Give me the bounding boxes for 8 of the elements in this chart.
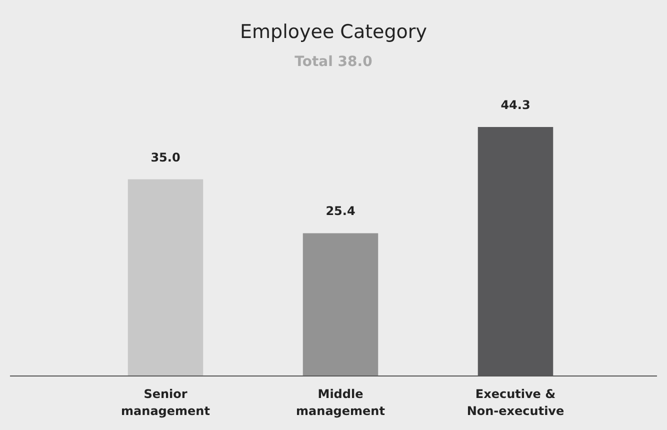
data-label: 35.0 bbox=[150, 150, 180, 164]
x-tick-label: Executive & Non-executive bbox=[466, 387, 564, 418]
data-label: 25.4 bbox=[326, 204, 356, 218]
chart-subtitle: Total 38.0 bbox=[294, 54, 373, 70]
x-tick-label: Middle management bbox=[296, 387, 386, 418]
chart-title: Employee Category bbox=[240, 21, 427, 43]
x-tick-label: Senior management bbox=[121, 387, 210, 418]
data-label: 44.3 bbox=[500, 98, 530, 112]
